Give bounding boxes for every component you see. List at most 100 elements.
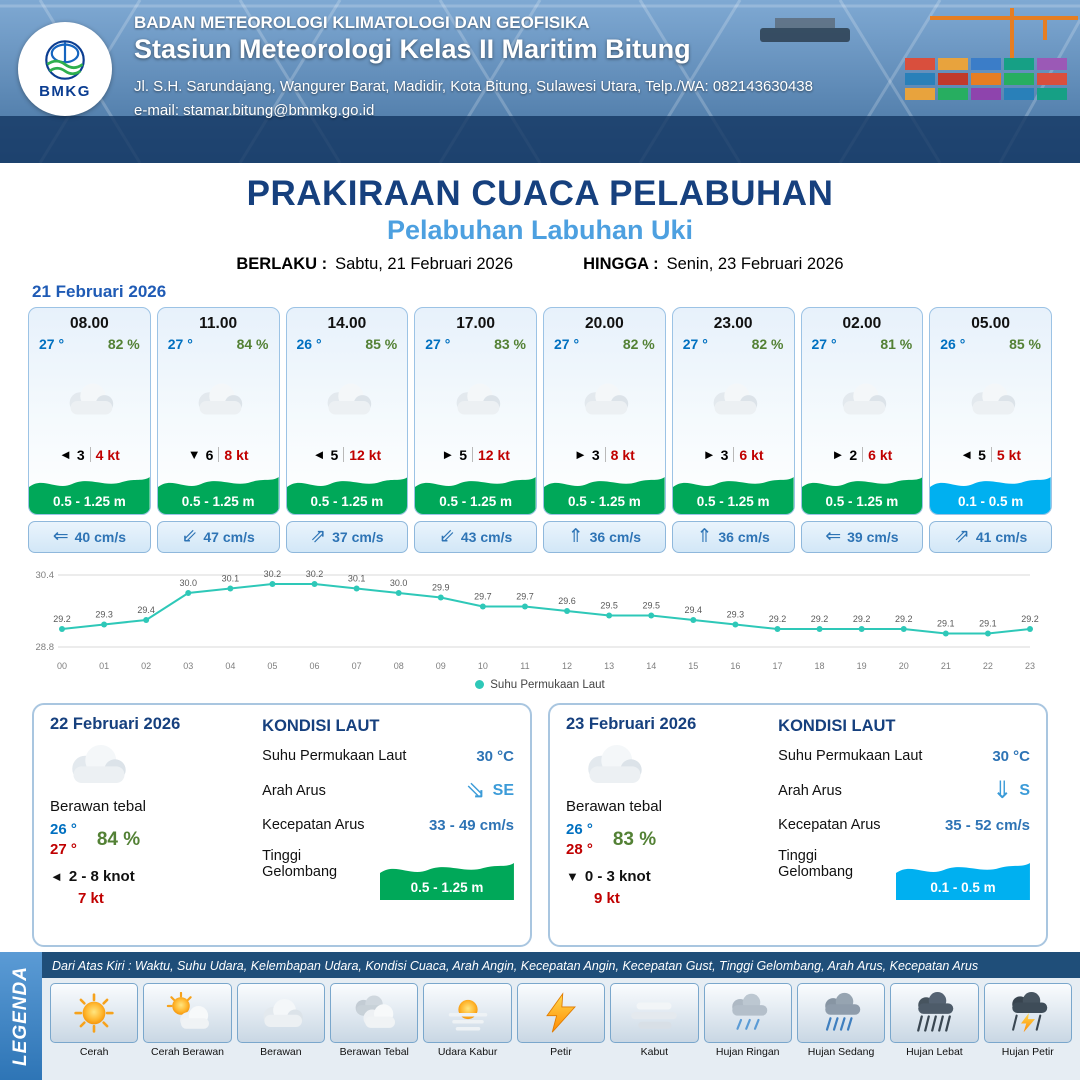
svg-text:29.2: 29.2: [1021, 614, 1039, 624]
svg-text:29.2: 29.2: [811, 614, 829, 624]
wave-height-band: 0.5 - 1.25 m: [287, 468, 408, 514]
legend-item: Hujan Lebat: [890, 983, 979, 1076]
temp-humidity-row: 27 ° 82 %: [29, 336, 150, 352]
air-temperature: 27 °: [425, 335, 451, 352]
temperature-range: 26 ° 27 °: [50, 820, 77, 861]
legend-item: Berawan: [236, 983, 326, 1076]
wind-row: ◄ 3 4 kt: [29, 447, 150, 468]
current-speed-row: Kecepatan Arus 35 - 52 cm/s: [778, 817, 1030, 834]
current-speed: 47 cm/s: [203, 528, 255, 545]
sea-current-pill: ⇐ 40 cm/s: [28, 520, 151, 553]
svg-text:09: 09: [436, 661, 446, 671]
sea-current-pill: ⇑ 36 cm/s: [543, 520, 666, 553]
wave-height-band: 0.5 - 1.25 m: [380, 854, 514, 900]
station-address: Jl. S.H. Sarundajang, Wangurer Barat, Ma…: [134, 78, 813, 95]
forecast-column: 05.00 26 ° 85 % ◄ 5 5 kt 0.1 - 0.5 m ⇗ 4…: [929, 306, 1052, 553]
temp-max: 27 °: [50, 841, 77, 859]
temperature-range: 26 ° 28 °: [566, 820, 593, 861]
forecast-column: 14.00 26 ° 85 % ◄ 5 12 kt 0.5 - 1.25 m ⇗…: [285, 306, 409, 553]
wind-row: ◄ 5 12 kt: [287, 447, 408, 468]
gust-speed: 9 kt: [594, 890, 620, 908]
fog-icon: [610, 983, 699, 1043]
clouds-icon: [330, 983, 419, 1043]
wind-speed: 5: [978, 446, 986, 463]
valid-from-label: BERLAKU :: [236, 254, 328, 273]
bmkg-globe-icon: [45, 40, 85, 80]
svg-text:30.0: 30.0: [390, 578, 408, 588]
wave-height: 0.5 - 1.25 m: [181, 493, 255, 509]
sea-current-pill: ⇙ 43 cm/s: [414, 520, 537, 553]
current-direction-value: SE: [492, 781, 514, 799]
svg-text:23: 23: [1025, 661, 1035, 671]
legend-label: Hujan Sedang: [807, 1046, 875, 1058]
svg-text:29.2: 29.2: [769, 614, 787, 624]
header: BMKG BADAN METEOROLOGI KLIMATOLOGI DAN G…: [0, 0, 1080, 163]
temp-humidity-row: 27 ° 82 %: [673, 336, 794, 352]
gust-speed: 6 kt: [739, 446, 764, 463]
validity-row: BERLAKU : Sabtu, 21 Februari 2026 HINGGA …: [0, 255, 1080, 274]
harbor-name: Pelabuhan Labuhan Uki: [386, 214, 694, 245]
wind-speed: 3: [76, 446, 85, 463]
wind-direction-icon: ◄: [50, 869, 63, 885]
legend-label: Cerah Berawan: [151, 1046, 225, 1058]
wave-height: 0.5 - 1.25 m: [567, 493, 641, 509]
wave-height: 0.1 - 0.5 m: [930, 879, 996, 895]
forecast-column: 11.00 27 ° 84 % ▼ 6 8 kt 0.5 - 1.25 m ⇙ …: [156, 306, 280, 553]
current-direction-icon: ⇘: [465, 776, 486, 804]
divider: [733, 447, 735, 463]
svg-text:03: 03: [183, 661, 193, 671]
day-date: 23 Februari 2026: [566, 714, 697, 733]
svg-text:29.7: 29.7: [516, 591, 534, 601]
wind-range: 2 - 8 knot: [68, 868, 135, 886]
current-direction-icon: ⇙: [438, 526, 455, 548]
current-direction-icon: ⇗: [310, 526, 327, 548]
sea-current-pill: ⇐ 39 cm/s: [800, 520, 924, 553]
sst-row: Suhu Permukaan Laut 30 °C: [262, 748, 514, 765]
wind-row: ► 3 8 kt: [544, 447, 665, 468]
legend-label: Hujan Petir: [1001, 1046, 1054, 1058]
divider: [862, 447, 864, 463]
gust-speed: 7 kt: [78, 890, 104, 908]
legend-item: Berawan Tebal: [330, 983, 419, 1076]
wind-speed: 6: [205, 446, 214, 463]
legend-label: Berawan: [260, 1046, 302, 1058]
forecast-card: 08.00 27 ° 82 % ◄ 3 4 kt 0.5 - 1.25 m: [28, 306, 151, 515]
current-direction: ⇓ S: [992, 778, 1030, 803]
weather-condition-icon: [673, 352, 794, 447]
svg-text:12: 12: [562, 661, 572, 671]
condition-text: Berawan tebal: [566, 797, 662, 815]
air-temperature: 26 °: [296, 335, 322, 352]
forecast-time: 17.00: [456, 314, 496, 332]
svg-text:29.3: 29.3: [727, 609, 745, 619]
svg-text:29.7: 29.7: [474, 591, 492, 601]
legend-item: Udara Kabur: [423, 983, 512, 1076]
svg-text:29.1: 29.1: [979, 618, 997, 628]
divider: [472, 447, 473, 463]
forecast-card: 23.00 27 ° 82 % ► 3 6 kt 0.5 - 1.25 m: [671, 306, 795, 515]
svg-text:30.2: 30.2: [306, 569, 324, 579]
legend-label: Petir: [550, 1046, 572, 1058]
temp-humidity-row: 27 ° 84 %: [158, 336, 279, 352]
temp-min: 26 °: [566, 820, 593, 838]
divider: [604, 447, 606, 463]
sun-cloud-icon: [143, 983, 232, 1043]
forecast-time: 20.00: [584, 314, 624, 332]
humidity: 85 %: [1009, 335, 1041, 352]
svg-text:08: 08: [394, 661, 404, 671]
current-direction-value: S: [1019, 781, 1030, 799]
forecast-date: 21 Februari 2026: [32, 281, 167, 301]
svg-text:29.6: 29.6: [558, 596, 576, 606]
wind-row: ◄ 5 5 kt: [930, 447, 1051, 468]
svg-text:18: 18: [815, 661, 825, 671]
valid-until: HINGGA : Senin, 23 Februari 2026: [583, 255, 844, 274]
svg-text:29.2: 29.2: [53, 614, 71, 624]
forecast-time: 02.00: [842, 314, 882, 332]
current-direction-icon: ⇐: [52, 526, 69, 548]
current-direction-row: Arah Arus ⇓ S: [778, 778, 1030, 803]
svg-text:19: 19: [857, 661, 867, 671]
sea-current-pill: ⇑ 36 cm/s: [671, 520, 795, 553]
wave-height-band: 0.5 - 1.25 m: [415, 468, 536, 514]
weather-condition-icon: [50, 734, 254, 796]
bmkg-logo-text: BMKG: [39, 83, 91, 100]
current-speed-value: 35 - 52 cm/s: [944, 816, 1030, 834]
